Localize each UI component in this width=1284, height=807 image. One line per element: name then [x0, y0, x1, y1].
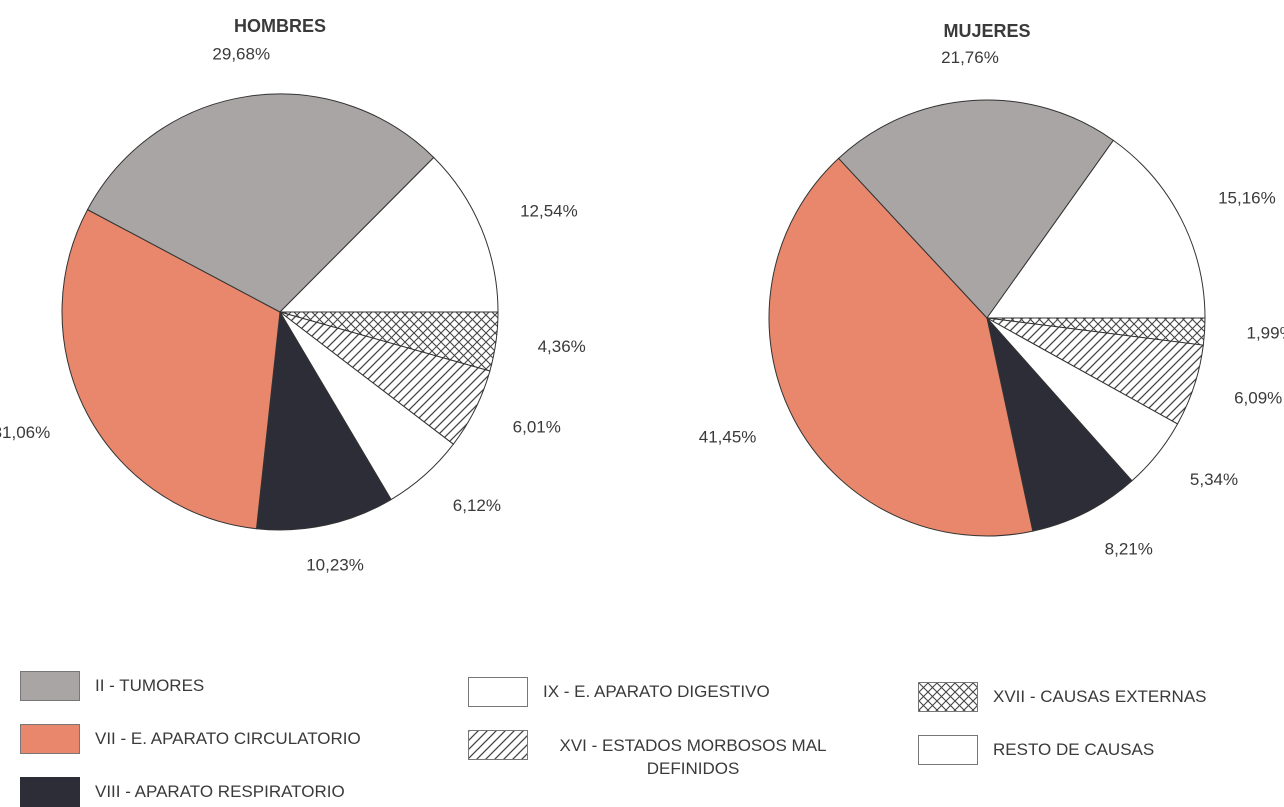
data-label: 6,09% [1234, 388, 1282, 407]
data-label: 15,16% [1218, 188, 1276, 207]
legend-label: VII - E. APARATO CIRCULATORIO [95, 729, 361, 748]
pie-slice [86, 93, 435, 313]
legend-item: II - TUMORES [20, 671, 204, 701]
pie-slice [837, 99, 1115, 319]
legend-swatch [20, 671, 80, 701]
legend-label: IX - E. APARATO DIGESTIVO [543, 682, 770, 701]
legend-item: VIII - APARATO RESPIRATORIO [20, 777, 345, 807]
legend-swatch [918, 735, 978, 765]
data-label: 41,45% [699, 428, 757, 447]
legend-label: VIII - APARATO RESPIRATORIO [95, 782, 345, 801]
legend-swatch [20, 724, 80, 754]
legend-label: XVI - ESTADOS MORBOSOS MAL DEFINIDOS [559, 736, 827, 778]
data-label: 5,34% [1190, 470, 1238, 489]
pie-slice [768, 157, 1034, 537]
pie-slice [61, 208, 281, 530]
legend-item: XVI - ESTADOS MORBOSOS MAL DEFINIDOS [468, 730, 843, 780]
swatch-pattern [469, 731, 527, 759]
data-label: 8,21% [1105, 539, 1153, 558]
legend-swatch [918, 682, 978, 712]
legend-label: XVII - CAUSAS EXTERNAS [993, 687, 1207, 706]
legend-label: II - TUMORES [95, 676, 205, 695]
legend-swatch [468, 677, 528, 707]
swatch-pattern [919, 683, 977, 711]
pie-slice [986, 139, 1206, 319]
chart-title: HOMBRES [234, 16, 326, 36]
pie-slice [986, 316, 1133, 532]
data-label: 6,12% [453, 496, 501, 515]
legend-item: VII - E. APARATO CIRCULATORIO [20, 724, 361, 754]
data-label: 29,68% [212, 44, 270, 63]
data-label: 1,99% [1246, 324, 1284, 343]
legend-item: RESTO DE CAUSAS [918, 735, 1154, 765]
legend-item: XVII - CAUSAS EXTERNAS [918, 682, 1207, 712]
legend-swatch [468, 730, 528, 760]
data-label: 6,01% [513, 418, 561, 437]
pie-slice [255, 310, 392, 531]
data-label: 21,76% [941, 48, 999, 67]
legend-item: IX - E. APARATO DIGESTIVO [468, 677, 770, 707]
legend-swatch [20, 777, 80, 807]
charts: HOMBRES 4,36% 6,01% 6,12% 10,23% 31,06% 29,68%… [0, 16, 1284, 575]
pie-slice [278, 156, 499, 313]
data-label: 31,06% [0, 423, 50, 442]
data-label: 4,36% [538, 337, 586, 356]
data-label: 12,54% [520, 202, 578, 221]
chart-title: MUJERES [943, 21, 1030, 41]
data-label: 10,23% [306, 556, 364, 575]
legend-label: RESTO DE CAUSAS [993, 740, 1155, 759]
